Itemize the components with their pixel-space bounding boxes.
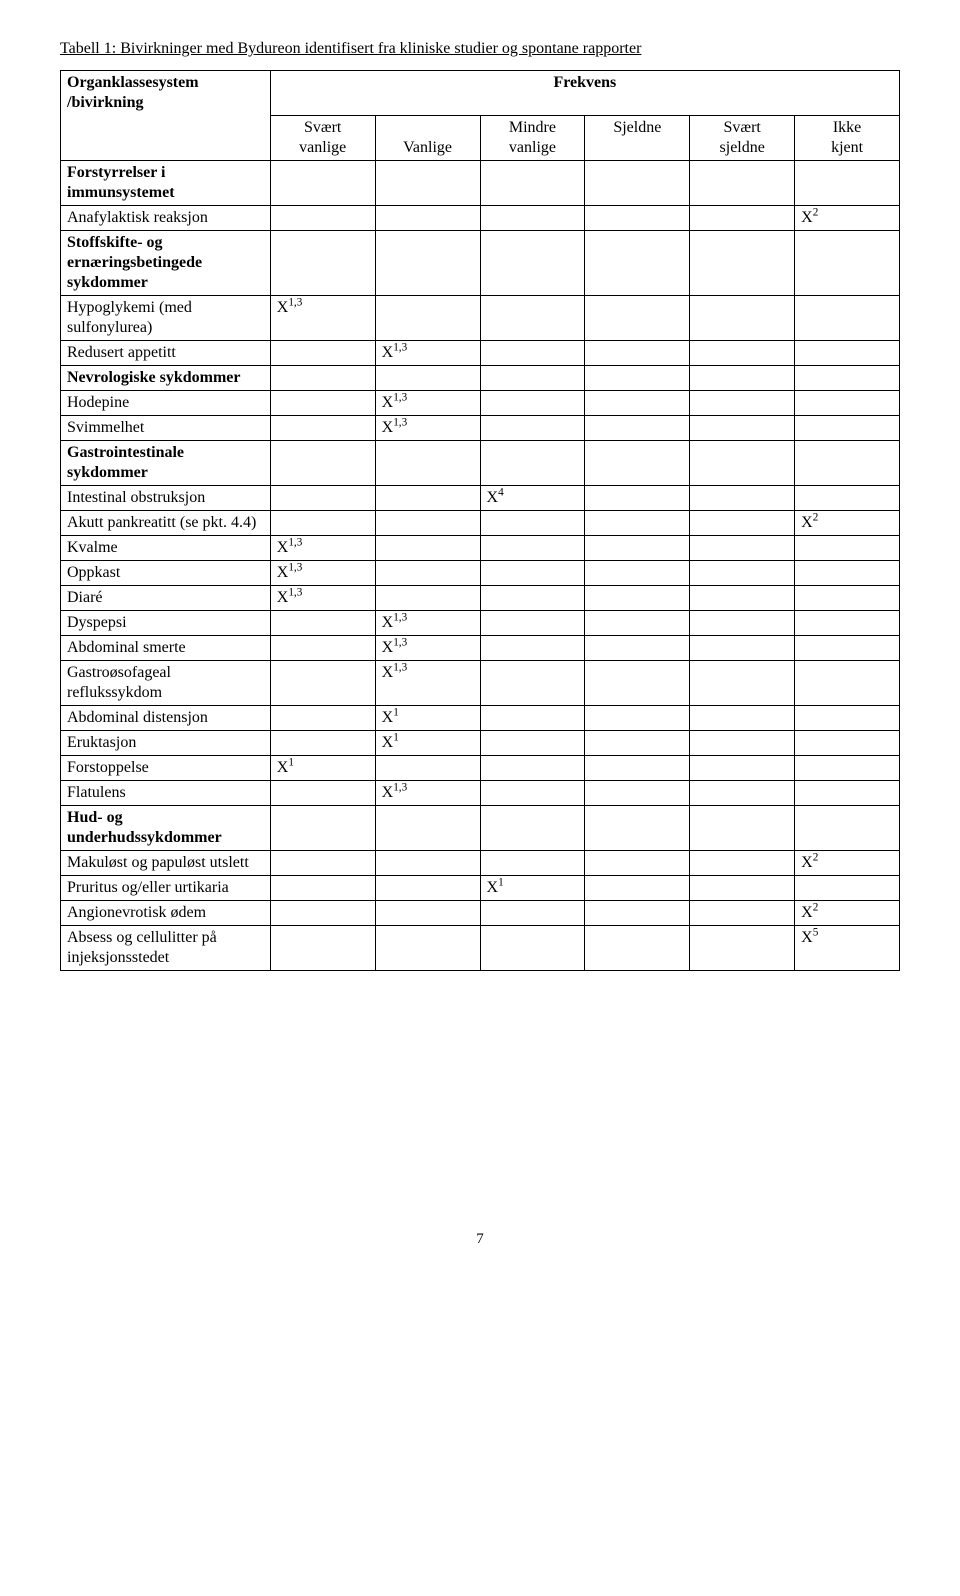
row-akutt: Akutt pankreatitt (se pkt. 4.4)X2 <box>61 510 900 535</box>
row-absess: Absess og cellulitter på injeksjonsstede… <box>61 925 900 970</box>
header-vanlige: Vanlige <box>375 115 480 160</box>
header-row-1: Organklassesystem/bivirkning Frekvens <box>61 71 900 116</box>
header-frekvens: Frekvens <box>270 71 899 116</box>
page-number: 7 <box>60 1231 900 1248</box>
row-gastroosof: Gastroøsofageal reflukssykdomX1,3 <box>61 660 900 705</box>
header-mindre-vanlige: Mindrevanlige <box>480 115 585 160</box>
row-intestinal: Intestinal obstruksjonX4 <box>61 485 900 510</box>
row-dyspepsi: DyspepsiX1,3 <box>61 610 900 635</box>
row-eruktasjon: EruktasjonX1 <box>61 730 900 755</box>
row-kvalme: KvalmeX1,3 <box>61 535 900 560</box>
row-hypoglykemi: Hypoglykemi (med sulfonylurea)X1,3 <box>61 295 900 340</box>
row-oppkast: OppkastX1,3 <box>61 560 900 585</box>
section-nevro: Nevrologiske sykdommer <box>61 365 900 390</box>
row-makulost: Makuløst og papuløst utslettX2 <box>61 850 900 875</box>
header-ikke-kjent: Ikkekjent <box>795 115 900 160</box>
row-abddist: Abdominal distensjonX1 <box>61 705 900 730</box>
row-flatulens: FlatulensX1,3 <box>61 780 900 805</box>
row-diare: DiaréX1,3 <box>61 585 900 610</box>
header-svaert-sjeldne: Sværtsjeldne <box>690 115 795 160</box>
row-hodepine: HodepineX1,3 <box>61 390 900 415</box>
header-blank <box>61 115 271 160</box>
row-abdsmerte: Abdominal smerteX1,3 <box>61 635 900 660</box>
row-redusert: Redusert appetittX1,3 <box>61 340 900 365</box>
header-svaert-vanlige: Sværtvanlige <box>270 115 375 160</box>
header-sjeldne: Sjeldne <box>585 115 690 160</box>
header-organklasse: Organklassesystem/bivirkning <box>61 71 271 116</box>
adverse-effects-table: Organklassesystem/bivirkning Frekvens Sv… <box>60 70 900 971</box>
section-hud: Hud- og underhudssykdommer <box>61 805 900 850</box>
row-forstoppelse: ForstoppelseX1 <box>61 755 900 780</box>
section-immun: Forstyrrelser i immunsystemet <box>61 160 900 205</box>
row-angio: Angionevrotisk ødemX2 <box>61 900 900 925</box>
section-stoff: Stoffskifte- og ernæringsbetingede sykdo… <box>61 230 900 295</box>
row-anafylaktisk: Anafylaktisk reaksjonX2 <box>61 205 900 230</box>
section-gastro: Gastrointestinale sykdommer <box>61 440 900 485</box>
header-row-2: Sværtvanlige Vanlige Mindrevanlige Sjeld… <box>61 115 900 160</box>
row-svimmelhet: SvimmelhetX1,3 <box>61 415 900 440</box>
row-pruritus: Pruritus og/eller urtikariaX1 <box>61 875 900 900</box>
table-title: Tabell 1: Bivirkninger med Bydureon iden… <box>60 40 900 58</box>
